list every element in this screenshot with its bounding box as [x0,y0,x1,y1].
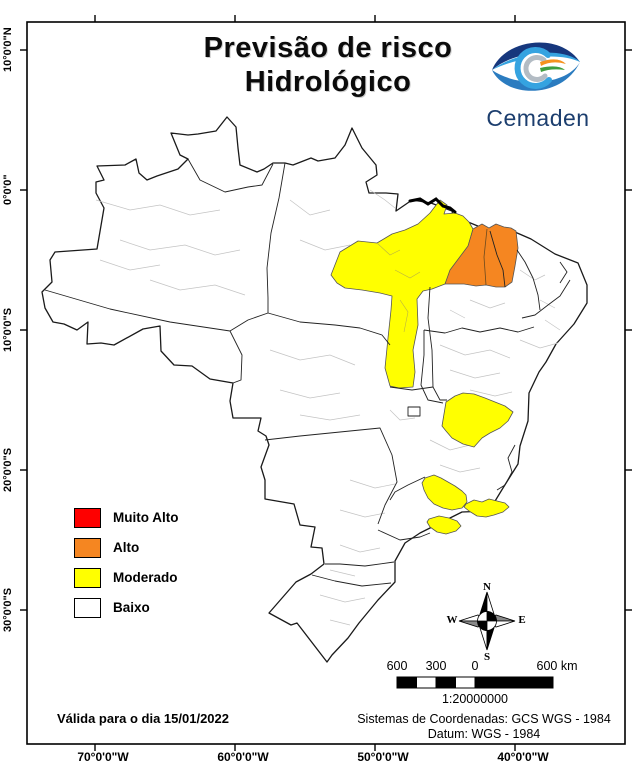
legend-item-baixo: Baixo [74,598,294,618]
risk-region-moderado-minas-sul [421,474,468,511]
datum-line: Datum: WGS - 1984 [427,727,541,741]
legend-label-moderado: Moderado [113,570,178,585]
legend-swatch-alto [74,538,101,558]
state-boundaries [44,158,571,587]
scale-bar [396,676,554,689]
north-coast-thick [408,197,457,214]
compass-east-label: E [518,614,526,626]
scale-ratio: 1:20000000 [441,692,509,706]
lat-label-10s: 10°0'0"S [2,307,14,353]
legend-swatch-baixo [74,598,101,618]
page-title: Previsão de risco Hidrológico [168,31,488,99]
compass-south-label: S [483,651,491,663]
compass-rose-icon [458,591,516,651]
lon-label-60w: 60°0'0"W [217,750,269,764]
validity-text: Válida para o dia 15/01/2022 [57,711,229,726]
compass-north-label: N [483,581,491,593]
scale-label-600-left: 600 [386,659,408,673]
cemaden-logo-wordmark: Cemaden [486,105,590,131]
risk-region-moderado-saopaulo [426,515,462,535]
page-title-line1: Previsão de risco [203,32,453,64]
graticule-ticks [20,15,632,751]
lon-label-70w: 70°0'0"W [77,750,129,764]
scale-label-300: 300 [425,659,447,673]
legend-label-muito-alto: Muito Alto [113,510,179,525]
legend-item-muito-alto: Muito Alto [74,508,294,528]
lat-label-20s: 20°0'0"S [2,447,14,493]
risk-region-moderado-rio [463,498,510,518]
cemaden-logo-icon [492,42,580,91]
lon-label-50w: 50°0'0"W [357,750,409,764]
lat-label-0: 0°0'0" [2,174,14,206]
legend-swatch-muito-alto [74,508,101,528]
risk-region-moderado-minas-norte [441,392,514,448]
lat-label-10n: 10°0'0"N [2,27,14,73]
lat-label-30s: 30°0'0"S [2,587,14,633]
compass-west-label: W [446,614,458,626]
legend-swatch-moderado [74,568,101,588]
coordinate-system-line: Sistemas de Coordenadas: GCS WGS - 1984 [357,712,611,726]
map-frame [26,21,626,745]
legend-label-alto: Alto [113,540,140,555]
legend-item-moderado: Moderado [74,568,294,588]
scale-label-600-km: 600 km [536,659,578,673]
page-title-line2: Hidrológico [244,66,412,98]
legend-item-alto: Alto [74,538,294,558]
legend-label-baixo: Baixo [113,600,150,615]
lon-label-40w: 40°0'0"W [497,750,549,764]
municipal-boundaries [95,189,561,626]
coordinate-system-text: Sistemas de Coordenadas: GCS WGS - 1984 … [334,712,634,742]
scale-label-0: 0 [471,659,479,673]
